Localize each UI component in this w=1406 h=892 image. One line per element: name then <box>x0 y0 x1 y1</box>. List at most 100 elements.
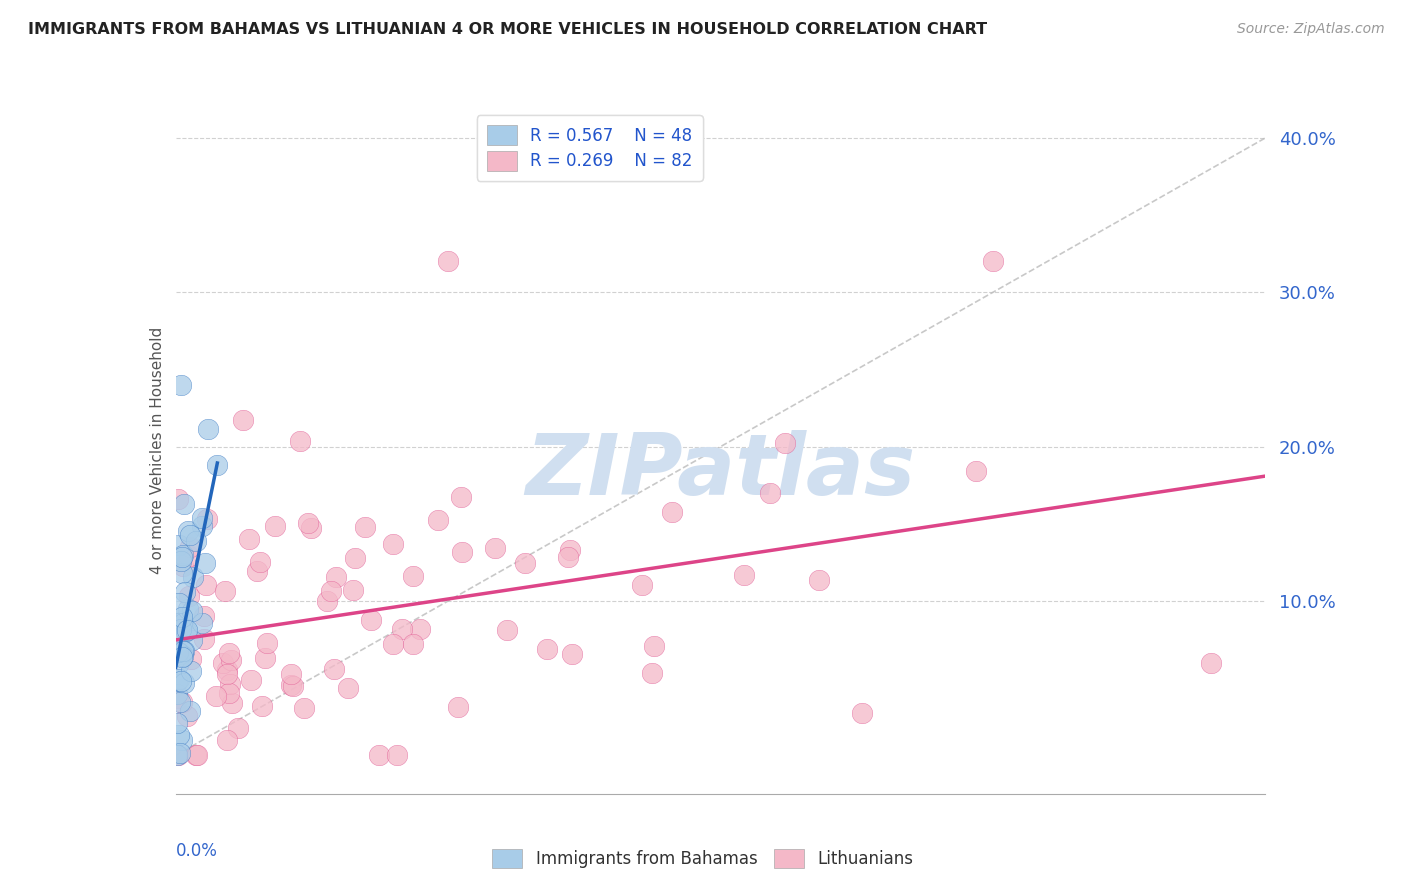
Point <box>218 677 240 691</box>
Point <box>560 543 582 558</box>
Point <box>217 666 239 681</box>
Point <box>173 497 195 511</box>
Point <box>205 690 228 704</box>
Legend: Immigrants from Bahamas, Lithuanians: Immigrants from Bahamas, Lithuanians <box>486 842 920 875</box>
Point <box>221 653 243 667</box>
Point <box>385 748 408 763</box>
Point <box>172 610 194 624</box>
Point <box>169 747 191 761</box>
Point <box>513 556 536 570</box>
Point <box>172 650 194 665</box>
Point <box>661 505 683 519</box>
Point <box>179 541 201 555</box>
Point <box>172 644 194 658</box>
Point <box>191 519 214 533</box>
Point <box>172 614 194 628</box>
Point <box>851 706 873 721</box>
Point <box>280 666 302 681</box>
Point <box>316 593 339 607</box>
Point <box>166 624 188 639</box>
Point <box>252 698 274 713</box>
Point <box>402 637 425 651</box>
Point <box>557 550 579 565</box>
Point <box>382 637 405 651</box>
Point <box>167 538 190 552</box>
Point <box>758 485 780 500</box>
Point <box>221 696 243 710</box>
Point <box>292 700 315 714</box>
Point <box>174 584 197 599</box>
Point <box>173 644 195 658</box>
Point <box>360 613 382 627</box>
Point <box>170 647 193 661</box>
Point <box>172 548 194 562</box>
Point <box>319 583 342 598</box>
Point <box>484 541 506 555</box>
Point <box>170 377 193 392</box>
Point <box>342 583 364 598</box>
Point <box>343 551 366 566</box>
Point <box>391 622 413 636</box>
Point <box>174 624 197 639</box>
Point <box>190 511 212 525</box>
Point <box>166 715 188 730</box>
Point <box>536 641 558 656</box>
Point <box>166 748 188 763</box>
Point <box>280 678 302 692</box>
Point <box>176 623 198 637</box>
Point <box>263 519 285 533</box>
Point <box>177 524 200 538</box>
Point <box>808 574 831 588</box>
Point <box>172 648 194 663</box>
Point <box>167 657 190 671</box>
Point <box>172 558 194 573</box>
Point <box>238 532 260 546</box>
Point <box>173 675 195 690</box>
Point <box>381 536 404 550</box>
Point <box>323 662 346 676</box>
Point <box>733 568 755 582</box>
Point <box>167 748 190 763</box>
Point <box>239 673 262 688</box>
Point <box>170 732 193 747</box>
Point <box>217 663 239 677</box>
Point <box>447 700 470 714</box>
Point <box>183 570 205 584</box>
Point <box>172 615 194 630</box>
Point <box>170 549 193 564</box>
Point <box>179 704 201 718</box>
Point <box>450 491 472 505</box>
Point <box>409 622 432 636</box>
Point <box>965 464 987 478</box>
Point <box>197 422 219 436</box>
Point <box>179 527 201 541</box>
Point <box>207 458 229 473</box>
Point <box>169 695 191 709</box>
Point <box>172 566 194 580</box>
Point <box>297 516 319 530</box>
Point <box>426 513 449 527</box>
Point <box>561 647 583 661</box>
Point <box>184 748 207 763</box>
Point <box>301 521 323 535</box>
Point <box>177 602 200 616</box>
Point <box>176 709 198 723</box>
Point <box>337 681 360 696</box>
Point <box>179 589 201 603</box>
Point <box>180 652 202 666</box>
Point <box>290 434 312 448</box>
Point <box>194 578 217 592</box>
Point <box>194 556 217 570</box>
Point <box>256 636 278 650</box>
Legend: R = 0.567    N = 48, R = 0.269    N = 82: R = 0.567 N = 48, R = 0.269 N = 82 <box>477 115 703 180</box>
Point <box>437 254 460 268</box>
Point <box>170 695 193 709</box>
Point <box>166 674 188 689</box>
Point <box>170 622 193 636</box>
Point <box>218 647 240 661</box>
Point <box>643 639 665 653</box>
Point <box>368 748 391 763</box>
Point <box>180 604 202 618</box>
Point <box>193 632 215 646</box>
Point <box>167 672 190 686</box>
